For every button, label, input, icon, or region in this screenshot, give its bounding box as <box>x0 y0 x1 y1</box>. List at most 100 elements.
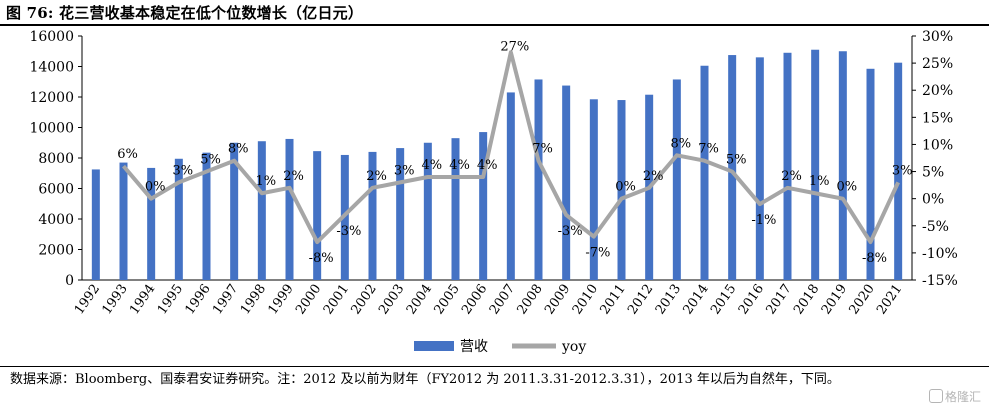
title-rule <box>0 24 989 26</box>
x-tick-label: 2019 <box>819 282 850 318</box>
left-tick-label: 4000 <box>38 212 74 228</box>
revenue-bar <box>755 57 764 280</box>
revenue-bar <box>866 68 875 280</box>
x-tick-label: 2003 <box>376 282 407 318</box>
revenue-bar <box>257 141 266 280</box>
yoy-data-label: 4% <box>449 158 470 173</box>
x-tick-label: 2008 <box>515 282 546 318</box>
yoy-data-label: 4% <box>477 158 498 173</box>
footer-rule <box>0 366 989 367</box>
yoy-data-label: 27% <box>500 39 529 54</box>
right-tick-label: 15% <box>922 110 953 126</box>
x-tick-label: 1997 <box>210 282 241 318</box>
yoy-data-label: 2% <box>283 169 304 184</box>
yoy-data-label: -8% <box>862 251 887 266</box>
watermark-text: 格隆汇 <box>944 390 981 404</box>
yoy-data-label: 0% <box>837 180 858 195</box>
x-tick-label: 1992 <box>72 282 103 318</box>
legend-swatch-revenue <box>414 341 454 351</box>
yoy-data-label: 3% <box>173 163 194 178</box>
revenue-bar <box>894 62 903 280</box>
right-tick-label: 5% <box>922 165 944 181</box>
yoy-data-label: 7% <box>532 142 553 157</box>
right-tick-label: -15% <box>922 273 958 289</box>
revenue-bar <box>562 85 571 280</box>
yoy-data-label: 0% <box>615 180 636 195</box>
x-tick-label: 2015 <box>708 282 739 318</box>
revenue-bar <box>147 167 156 280</box>
legend-label-revenue: 营收 <box>460 339 488 355</box>
right-tick-label: -5% <box>922 219 949 235</box>
yoy-data-label: 8% <box>671 136 692 151</box>
x-tick-label: 2016 <box>736 282 767 318</box>
yoy-data-label: 7% <box>698 142 719 157</box>
x-tick-label: 2002 <box>349 282 380 318</box>
yoy-data-label: -3% <box>336 224 361 239</box>
right-axis: -15% -10% -5% 0% 5% 10% 15% 20% 25% 30% <box>911 29 958 289</box>
yoy-data-label: -8% <box>309 251 334 266</box>
x-tick-label: 1995 <box>155 282 186 318</box>
left-tick-label: 14000 <box>29 60 74 76</box>
yoy-data-label: 6% <box>117 147 138 162</box>
right-tick-label: 20% <box>922 83 953 99</box>
chart: 0 2000 4000 6000 8000 10000 12000 14000 16000 -1… <box>29 29 958 355</box>
yoy-data-label: 4% <box>422 158 443 173</box>
revenue-bar <box>728 55 737 280</box>
x-tick-label: 2013 <box>653 282 684 318</box>
x-tick-label: 2017 <box>764 282 795 318</box>
revenue-bar <box>617 100 626 280</box>
right-tick-label: 0% <box>922 192 944 208</box>
x-tick-label: 2004 <box>404 282 435 318</box>
x-tick-label: 2014 <box>681 282 712 318</box>
revenue-bar <box>451 138 460 280</box>
left-tick-label: 0 <box>65 273 74 289</box>
yoy-data-label: 2% <box>366 169 387 184</box>
watermark: 格隆汇 <box>928 388 981 405</box>
yoy-data-label: 1% <box>809 174 830 189</box>
revenue-bar <box>396 148 405 280</box>
x-tick-label: 2010 <box>570 282 601 318</box>
x-tick-label: 2018 <box>791 282 822 318</box>
x-tick-label: 2012 <box>625 282 656 318</box>
x-tick-label: 1994 <box>127 282 158 318</box>
yoy-data-label: -7% <box>585 246 610 261</box>
yoy-data-labels: 6%0%3%5%8%1% 2%-8%-3%2% 3% 4% 4% 4%27%7%-3%-7… <box>117 39 912 266</box>
revenue-bar <box>811 49 820 280</box>
yoy-data-label: -1% <box>751 213 776 228</box>
revenue-bar <box>91 169 100 280</box>
revenue-bar <box>534 79 543 281</box>
yoy-data-label: 3% <box>892 163 913 178</box>
yoy-line-series <box>121 50 900 245</box>
revenue-bar <box>313 151 322 280</box>
x-tick-label: 1998 <box>238 282 269 318</box>
yoy-data-label: 1% <box>256 174 277 189</box>
revenue-bar <box>119 162 128 280</box>
revenue-bar <box>174 158 183 280</box>
x-tick-label: 1999 <box>266 282 297 318</box>
right-tick-label: 30% <box>922 29 953 45</box>
left-axis: 0 2000 4000 6000 8000 10000 12000 14000 16000 <box>29 29 912 289</box>
x-tick-label: 2009 <box>542 282 573 318</box>
x-tick-label: 2005 <box>432 282 463 318</box>
revenue-bar <box>838 51 847 280</box>
x-tick-label: 2011 <box>598 282 629 318</box>
yoy-data-label: 8% <box>228 142 249 157</box>
revenue-bar <box>672 79 681 281</box>
revenue-bar <box>783 52 792 281</box>
yoy-data-label: 3% <box>394 163 415 178</box>
yoy-data-label: 5% <box>200 153 221 168</box>
revenue-bar <box>202 152 211 280</box>
left-tick-label: 10000 <box>29 121 74 137</box>
source-note: 数据来源：Bloomberg、国泰君安证券研究。注：2012 及以前为财年（FY… <box>10 372 840 387</box>
revenue-bar <box>589 99 598 280</box>
yoy-data-label: 5% <box>726 153 747 168</box>
revenue-bar <box>368 151 377 280</box>
yoy-data-label: 0% <box>145 180 166 195</box>
right-tick-label: 10% <box>922 137 953 153</box>
x-tick-label: 2006 <box>459 282 490 318</box>
revenue-bar <box>479 132 488 280</box>
x-tick-label: 2007 <box>487 282 518 318</box>
x-tick-label: 2020 <box>847 282 878 318</box>
x-tick-label: 1996 <box>183 282 214 318</box>
right-tick-label: -10% <box>922 246 958 262</box>
